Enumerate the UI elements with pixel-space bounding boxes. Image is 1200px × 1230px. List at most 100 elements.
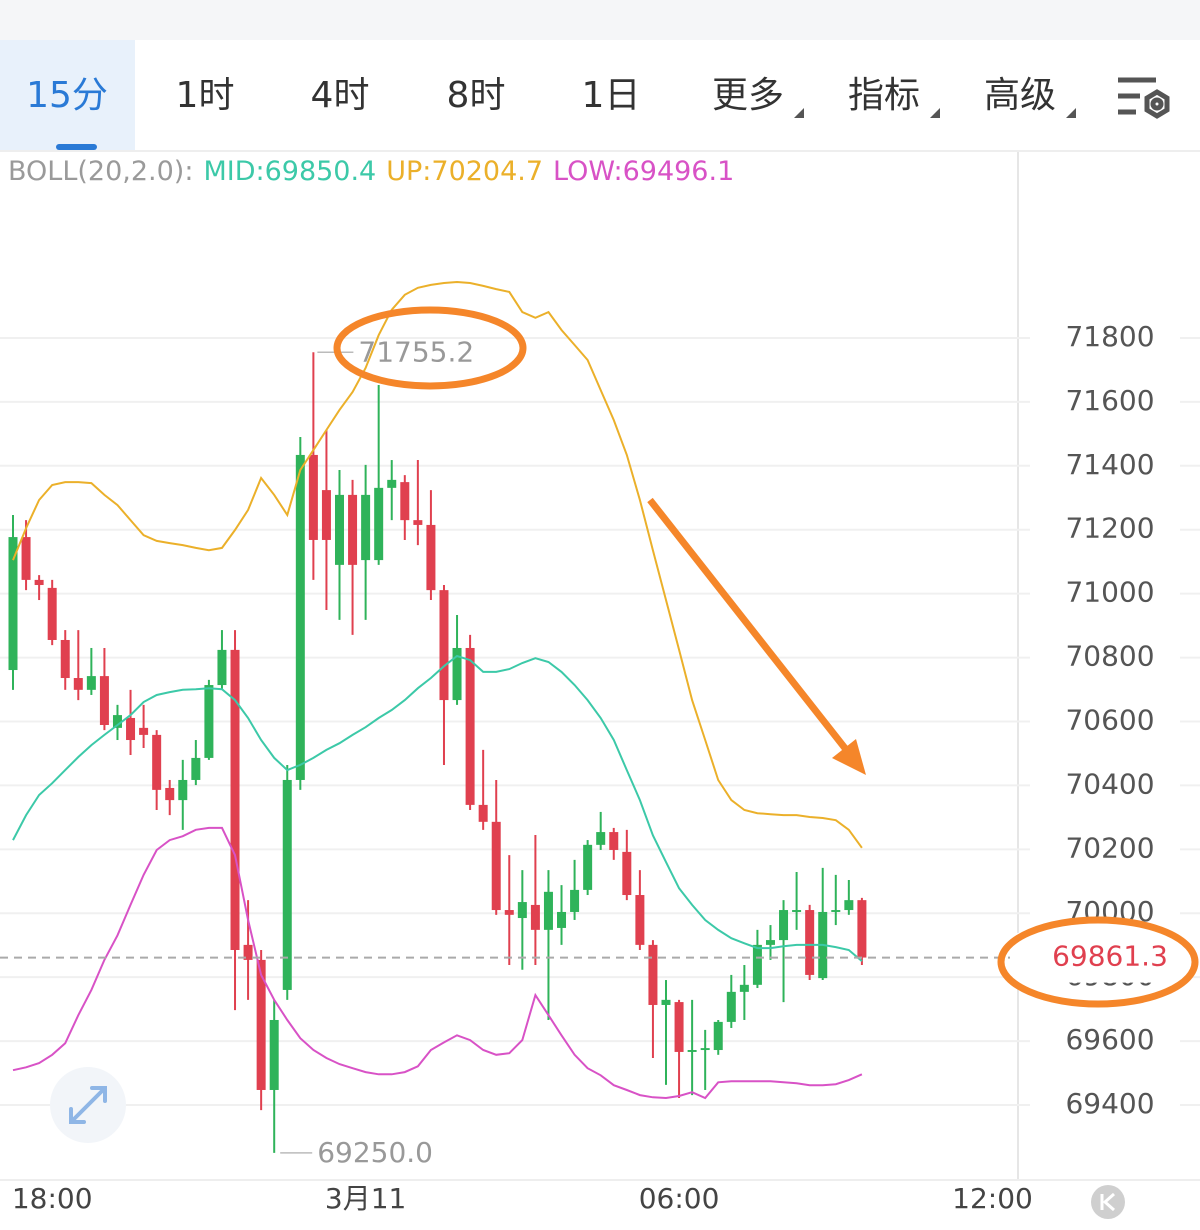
annotations — [333, 306, 1199, 1008]
candle-body — [152, 734, 162, 790]
candle-body — [165, 787, 175, 801]
tab[interactable]: 指标 — [848, 75, 940, 118]
candle-body — [857, 900, 867, 958]
candle-body — [452, 647, 462, 701]
candle-body — [387, 479, 397, 488]
band-line — [12, 654, 863, 962]
candle-body — [139, 727, 149, 735]
candle-body — [491, 821, 501, 911]
y-tick-label: 70600 — [1065, 703, 1154, 736]
icon-arrow — [69, 1107, 86, 1124]
tab[interactable]: 更多 — [712, 75, 804, 118]
candle-body — [60, 639, 70, 679]
x-tick-label: 12:00 — [952, 1182, 1033, 1215]
x-tick-label: 3月11 — [325, 1182, 406, 1215]
settings-icon[interactable] — [1118, 77, 1170, 119]
candle-body — [230, 649, 240, 950]
legend: BOLL(20,2.0): MID:69850.4 UP:70204.7 LOW:69… — [8, 156, 734, 187]
candle-body — [792, 910, 802, 912]
candle-body — [126, 717, 136, 741]
legend-entry: MID:69850.4 — [203, 156, 376, 187]
icon-line — [70, 1087, 106, 1123]
tab[interactable]: 8时 — [447, 75, 506, 116]
candle-body — [112, 715, 122, 728]
candle-body — [204, 685, 214, 758]
tab[interactable]: 15分 — [0, 40, 135, 151]
candle-body — [504, 910, 514, 915]
y-tick-label: 69400 — [1065, 1087, 1154, 1120]
candle-body — [295, 454, 305, 780]
band-line — [12, 826, 863, 1100]
x-tick-label: 06:00 — [639, 1182, 720, 1215]
last-price-label: 69861.3 — [1052, 940, 1168, 973]
tab[interactable]: 1时 — [176, 75, 235, 116]
candle-body — [348, 494, 358, 565]
y-tick-label: 71200 — [1065, 512, 1154, 545]
candle-body — [674, 1002, 684, 1052]
highlight-ellipse — [997, 916, 1199, 1008]
y-tick-label: 70200 — [1065, 831, 1154, 864]
candle-body — [269, 1019, 279, 1090]
icon-gear-hole — [1150, 97, 1164, 111]
tab[interactable]: 高级 — [984, 75, 1076, 118]
tab-label: 1时 — [176, 75, 235, 116]
candle-body — [635, 895, 645, 945]
candle-body — [478, 804, 488, 822]
candle-body — [8, 537, 18, 671]
candle-body — [439, 590, 449, 701]
candle-body — [400, 482, 410, 521]
tab[interactable]: 1日 — [582, 75, 641, 116]
y-tick-label: 69600 — [1065, 1023, 1154, 1056]
dropdown-caret — [794, 108, 804, 118]
y-tick-label: 70400 — [1065, 767, 1154, 800]
candle-body — [517, 902, 527, 919]
candle-body — [73, 678, 83, 690]
legend-entry: BOLL(20,2.0): — [8, 156, 193, 187]
band-line — [12, 280, 863, 849]
candle-body — [374, 487, 384, 561]
icon-arrow — [90, 1086, 107, 1103]
candle-body — [831, 910, 841, 912]
tab-label: 高级 — [984, 75, 1056, 116]
tab[interactable]: 4时 — [311, 75, 370, 116]
candle-body — [805, 910, 815, 975]
candle-body — [243, 944, 253, 960]
tab-bar: 15分 1时 4时 8时 1日 更多 指标 高级 — [0, 40, 1076, 151]
candle-body — [426, 524, 436, 591]
legend-entry: UP:70204.7 — [386, 156, 543, 187]
candle-body — [570, 889, 580, 912]
candle-body — [47, 587, 57, 640]
candle-body — [752, 944, 762, 985]
dropdown-caret — [1066, 108, 1076, 118]
y-tick-label: 71400 — [1065, 448, 1154, 481]
y-tick-label: 71800 — [1065, 320, 1154, 353]
expand-button[interactable] — [50, 1067, 126, 1143]
candle-body — [321, 490, 331, 540]
last-price-box — [1012, 932, 1192, 983]
tab-label: 8时 — [447, 75, 506, 116]
candle-body — [543, 891, 553, 930]
candle-body — [335, 494, 344, 565]
tab-label: 更多 — [712, 75, 784, 116]
candle-body — [361, 494, 371, 561]
trend-arrow — [647, 497, 851, 755]
candle-body — [413, 520, 423, 525]
candle-body — [713, 1021, 723, 1051]
candle-body — [687, 1050, 697, 1052]
y-tick-label: 71000 — [1065, 576, 1154, 609]
candle-body — [609, 832, 619, 850]
arrow-head — [832, 739, 866, 775]
candle-body — [596, 832, 606, 845]
tab-active-bg — [0, 40, 135, 151]
y-tick-label: 71600 — [1065, 384, 1154, 417]
max-label: 71755.2 — [358, 335, 474, 368]
icon-arrow — [1102, 1192, 1115, 1212]
candle-body — [308, 454, 318, 540]
tab-label: 指标 — [848, 75, 920, 116]
tab-label: 15分 — [26, 75, 108, 116]
candle-body — [726, 991, 736, 1022]
candle-body — [34, 579, 44, 586]
plot: BOLL(20,2.0): MID:69850.4 UP:70204.7 LOW:69… — [0, 156, 1200, 1215]
scroll-latest-button[interactable] — [1091, 1185, 1125, 1219]
candle-body — [779, 910, 789, 941]
